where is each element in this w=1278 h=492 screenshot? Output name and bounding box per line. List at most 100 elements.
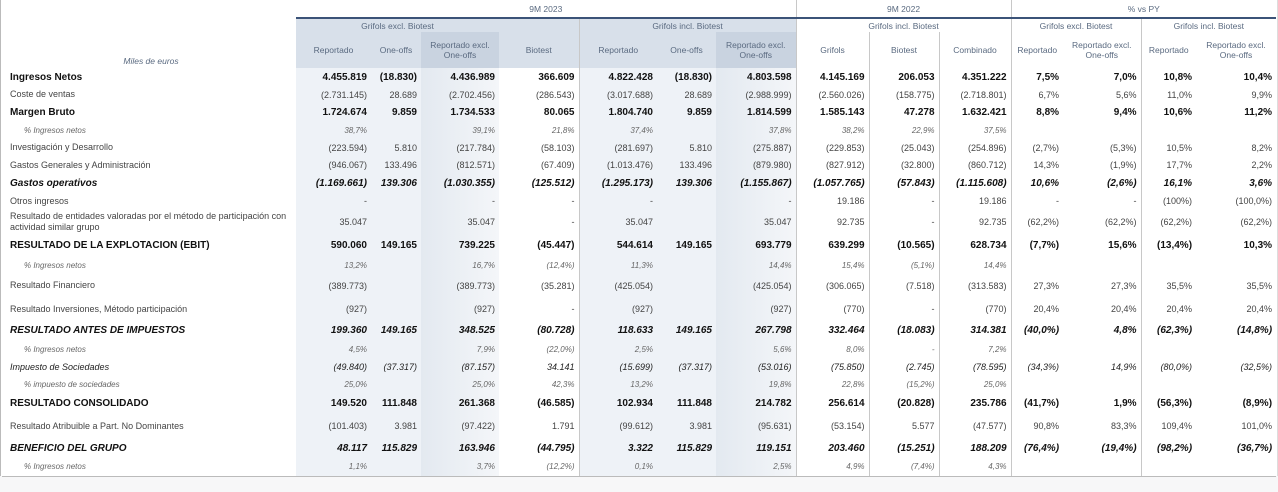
cell-reportado-excl: (389.773) — [296, 274, 371, 297]
cell-combinado-2022: 235.786 — [938, 393, 1012, 414]
cell-reportado-incl: 37,4% — [578, 121, 657, 139]
cell-py-incl-reportado-excl-one-offs: 11,2% — [1244, 106, 1273, 118]
cell-one-offs-excl — [371, 121, 421, 139]
row-label: RESULTADO CONSOLIDADO — [10, 398, 149, 409]
cell-grifols-2022: (770) — [795, 297, 870, 321]
cell-reportado-excl-one-offs-incl: (95.631) — [716, 414, 797, 438]
table-row: Gastos operativos (1.169.661) 139.306 (1.03… — [2, 174, 1276, 192]
units-label: Miles de euros — [123, 56, 179, 66]
cell-reportado-excl-one-offs-excl: 348.525 — [421, 321, 499, 340]
cell-grifols-2022: 22,8% — [795, 376, 870, 393]
cell-one-offs-excl: 9.859 — [371, 103, 421, 121]
cell-combinado-2022: 188.209 — [938, 438, 1012, 458]
cell-grifols-2022: 8,0% — [795, 340, 870, 358]
cell-py-excl-reportado — [1010, 458, 1064, 477]
cell-reportado-excl-one-offs-excl: 16,7% — [421, 256, 499, 274]
cell-combinado-2022: (254.896) — [938, 139, 1012, 156]
row-label: RESULTADO ANTES DE IMPUESTOS — [10, 325, 186, 336]
cell-one-offs-excl: 3.981 — [371, 414, 421, 438]
cell-py-incl-reportado-excl-one-offs: 20,4% — [1246, 304, 1273, 314]
row-label: Gastos operativos — [10, 177, 98, 189]
cell-reportado-excl: 1.724.674 — [296, 103, 371, 121]
cell-reportado-incl: (15.699) — [578, 358, 657, 376]
cell-py-incl-reportado-excl-one-offs — [1196, 376, 1276, 393]
cell-reportado-excl-one-offs-excl: 3,7% — [421, 458, 499, 477]
cell-biotest-2023: - — [571, 196, 575, 206]
cell-combinado-2022: (78.595) — [938, 358, 1012, 376]
table-row: Resultado Financiero (389.773) (389.773) (3… — [2, 274, 1276, 297]
cell-reportado-incl: (281.697) — [578, 139, 657, 156]
cell-py-incl-reportado-excl-one-offs: (14,8%) — [1237, 325, 1273, 336]
group-grifols-incl-py: Grifols incl. Biotest — [1140, 18, 1277, 32]
cell-reportado-incl: 1.804.740 — [578, 103, 657, 121]
cell-combinado-2022: (770) — [938, 297, 1012, 321]
cell-py-excl-reportado-excl-one-offs: 15,6% — [1108, 239, 1137, 251]
cell-reportado-excl-one-offs-incl: (425.054) — [716, 274, 797, 297]
table-row: Gastos Generales y Administración (946.06… — [2, 156, 1276, 174]
table-row: Otros ingresos - - - - -19.186-19.186- - (100%)… — [2, 192, 1276, 210]
cell-one-offs-excl: 111.848 — [371, 393, 421, 414]
column-header-reportado-excl: Reportado — [296, 32, 371, 68]
cell-combinado-2022: 14,4% — [938, 256, 1012, 274]
cell-reportado-excl-one-offs-excl: 739.225 — [421, 234, 499, 256]
cell-py-excl-reportado-excl-one-offs — [1063, 376, 1141, 393]
row-label: % Ingresos netos — [24, 125, 86, 135]
cell-grifols-2022: 4.145.169 — [795, 68, 870, 86]
cell-one-offs-incl — [657, 376, 716, 393]
cell-combinado-2022: (2.718.801) — [938, 86, 1012, 103]
cell-biotest-2022: (7,4%) — [868, 458, 940, 477]
cell-py-excl-reportado: 14,3% — [1010, 156, 1064, 174]
cell-py-excl-reportado-excl-one-offs: 14,9% — [1111, 362, 1137, 372]
row-label: Resultado Financiero — [10, 280, 96, 290]
cell-py-excl-reportado: 7,5% — [1010, 68, 1064, 86]
cell-py-incl-reportado-excl-one-offs: 101,0% — [1241, 421, 1273, 431]
cell-one-offs-excl — [371, 297, 421, 321]
cell-reportado-excl: (101.403) — [296, 414, 371, 438]
cell-biotest-2022: (158.775) — [868, 86, 940, 103]
cell-py-excl-reportado-excl-one-offs — [1063, 458, 1142, 477]
cell-biotest-2022: - — [868, 192, 940, 210]
cell-biotest-2022: 5.577 — [868, 414, 940, 438]
cell-py-excl-reportado-excl-one-offs — [1063, 256, 1141, 274]
cell-py-incl-reportado: 20,4% — [1140, 297, 1197, 321]
cell-reportado-excl-one-offs-incl: 35.047 — [716, 210, 797, 234]
cell-py-excl-reportado: (62,2%) — [1010, 210, 1064, 234]
cell-py-excl-reportado-excl-one-offs: 5,6% — [1116, 89, 1137, 100]
table-row: % Ingresos netos 4,5% 7,9% (22,0%) 2,5% 5,6% 8… — [2, 340, 1276, 358]
table-row: % Ingresos netos 13,2% 16,7% (12,4%) 11,3% 14… — [2, 256, 1276, 274]
cell-one-offs-excl: 139.306 — [371, 174, 421, 192]
cell-reportado-incl: 4.822.428 — [578, 68, 657, 86]
cell-py-incl-reportado-excl-one-offs: 35,5% — [1246, 280, 1273, 291]
cell-py-excl-reportado-excl-one-offs: - — [1133, 196, 1137, 206]
table-row: Ingresos Netos 4.455.819 (18.830) 4.436.989… — [2, 68, 1276, 86]
table-row: Resultado Atribuible a Part. No Dominant… — [2, 414, 1276, 438]
cell-one-offs-incl — [657, 256, 716, 274]
cell-reportado-incl: (425.054) — [578, 274, 657, 297]
cell-one-offs-incl — [657, 121, 716, 139]
column-header-py-incl-reportado: Reportado — [1140, 32, 1197, 68]
cell-reportado-excl: 4.455.819 — [296, 68, 371, 86]
cell-combinado-2022: 7,2% — [938, 340, 1012, 358]
table-row: Coste de ventas (2.731.145) 28.689 (2.702.4… — [2, 86, 1276, 103]
cell-reportado-excl-one-offs-excl: 7,9% — [421, 340, 499, 358]
cell-grifols-2022: (53.154) — [795, 414, 870, 438]
table-row: % impuesto de sociedades 25,0% 25,0% 42,3% 1… — [2, 376, 1276, 393]
cell-py-excl-reportado: 10,6% — [1010, 174, 1064, 192]
cell-py-incl-reportado-excl-one-offs — [1196, 340, 1276, 358]
cell-reportado-incl: 0,1% — [578, 458, 657, 477]
cell-reportado-excl-one-offs-incl: 4.803.598 — [716, 68, 797, 86]
cell-one-offs-excl: 149.165 — [371, 234, 421, 256]
cell-reportado-excl-one-offs-excl: 261.368 — [421, 393, 499, 414]
row-label: Ingresos Netos — [10, 71, 83, 83]
cell-reportado-excl-one-offs-excl: 163.946 — [421, 438, 499, 458]
cell-biotest-2023: (80.728) — [537, 325, 575, 336]
cell-py-incl-reportado-excl-one-offs: (8,9%) — [1242, 398, 1273, 409]
table-row: % Ingresos netos 1,1% 3,7% (12,2%) 0,1% 2,5% 4… — [2, 458, 1277, 477]
cell-grifols-2022: (2.560.026) — [795, 86, 870, 103]
table-row: RESULTADO DE LA EXPLOTACION (EBIT) 590.06… — [2, 234, 1276, 256]
cell-one-offs-incl — [657, 274, 716, 297]
cell-py-incl-reportado: 10,5% — [1140, 139, 1197, 156]
table-row: Margen Bruto 1.724.674 9.859 1.734.533 80.06… — [2, 103, 1276, 121]
row-label: % Ingresos netos — [24, 344, 86, 354]
cell-reportado-excl: (223.594) — [296, 139, 371, 156]
